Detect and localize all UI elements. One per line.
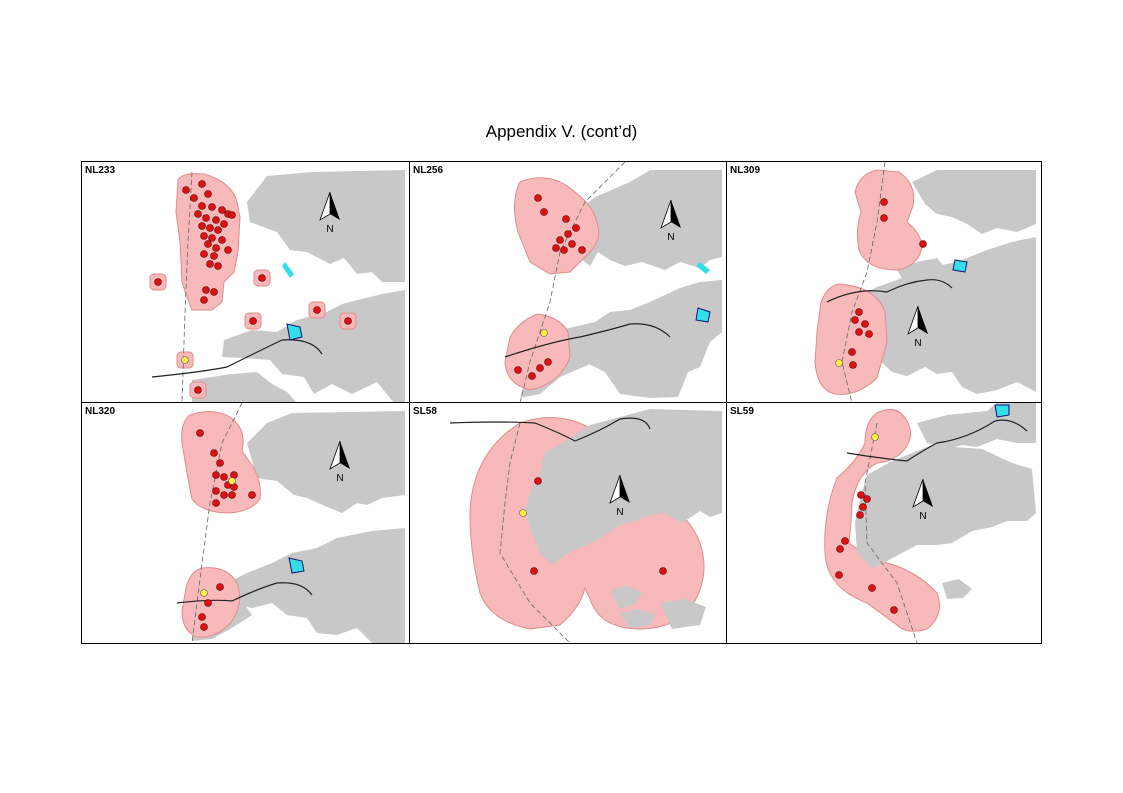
land-mass bbox=[222, 290, 405, 403]
panel-label: NL233 bbox=[85, 165, 116, 176]
location-points bbox=[835, 198, 927, 369]
boundary-line bbox=[504, 323, 671, 358]
range-polygon bbox=[814, 283, 888, 395]
svg-text:N: N bbox=[667, 232, 674, 243]
map-canvas: N bbox=[824, 403, 1036, 643]
map-canvas: N bbox=[504, 162, 722, 403]
panel-label: SL59 bbox=[730, 406, 754, 417]
land-mass bbox=[917, 403, 1036, 449]
map-panel-sl58[interactable]: SL58 N bbox=[410, 403, 727, 643]
map-grid: NL233 N bbox=[81, 161, 1042, 644]
boundary-line bbox=[499, 422, 571, 643]
page-title: Appendix V. (cont’d) bbox=[485, 122, 638, 141]
land-mass bbox=[620, 609, 656, 628]
land-mass bbox=[247, 411, 405, 513]
location-points bbox=[835, 433, 898, 614]
map-panel-nl233[interactable]: NL233 N bbox=[82, 162, 410, 403]
map-panel-nl320[interactable]: NL320 N bbox=[82, 403, 410, 643]
boundary-line bbox=[846, 419, 1028, 462]
north-arrow-icon: N bbox=[907, 305, 928, 349]
boundary-line bbox=[449, 417, 651, 442]
land-mass bbox=[912, 170, 1036, 234]
facility-marker bbox=[695, 307, 711, 323]
land-mass bbox=[560, 280, 722, 398]
map-panel-nl256[interactable]: NL256 bbox=[410, 162, 727, 403]
land-mass bbox=[660, 599, 706, 629]
map-canvas: N bbox=[814, 162, 1036, 403]
land-mass bbox=[610, 585, 642, 609]
facility-marker bbox=[696, 262, 710, 274]
map-canvas: N bbox=[149, 170, 405, 403]
svg-text:N: N bbox=[616, 507, 623, 518]
range-polygon bbox=[854, 169, 923, 271]
facility-marker bbox=[952, 259, 968, 273]
boundary-line bbox=[519, 162, 626, 403]
boundary-line bbox=[191, 403, 243, 643]
panel-label: NL309 bbox=[730, 165, 761, 176]
facility-marker bbox=[286, 323, 303, 341]
land-mass bbox=[857, 237, 1036, 394]
north-arrow-icon: N bbox=[660, 199, 681, 243]
location-points bbox=[154, 180, 352, 394]
range-polygon bbox=[514, 177, 600, 275]
range-polygon bbox=[504, 313, 571, 391]
boundary-line bbox=[864, 422, 918, 643]
land-mass bbox=[855, 445, 1036, 568]
map-panel-nl309[interactable]: NL309 N bbox=[727, 162, 1041, 403]
boundary-line bbox=[151, 339, 323, 378]
land-mass bbox=[570, 170, 722, 270]
land-mass bbox=[247, 170, 405, 282]
svg-text:N: N bbox=[919, 511, 926, 522]
north-arrow-icon: N bbox=[319, 191, 340, 235]
location-points bbox=[514, 194, 586, 380]
panel-label: NL256 bbox=[413, 165, 444, 176]
land-mass bbox=[942, 579, 972, 599]
range-polygon bbox=[824, 408, 940, 632]
land-mass bbox=[192, 372, 297, 403]
boundary-line bbox=[826, 279, 953, 303]
facility-marker bbox=[288, 557, 305, 574]
svg-text:N: N bbox=[326, 224, 333, 235]
facility-marker bbox=[282, 262, 294, 278]
land-mass bbox=[227, 528, 405, 643]
north-arrow-icon: N bbox=[609, 474, 630, 518]
facility-marker bbox=[994, 404, 1010, 418]
panel-label: NL320 bbox=[85, 406, 116, 417]
north-arrow-icon: N bbox=[329, 440, 350, 484]
map-canvas: N bbox=[449, 409, 722, 643]
map-panel-sl59[interactable]: SL59 N bbox=[727, 403, 1041, 643]
panel-label: SL58 bbox=[413, 406, 437, 417]
location-points bbox=[519, 477, 667, 575]
svg-text:N: N bbox=[336, 473, 343, 484]
map-canvas: N bbox=[176, 403, 405, 643]
location-points bbox=[196, 429, 256, 631]
north-arrow-icon: N bbox=[912, 478, 933, 522]
panel-divider bbox=[82, 402, 1041, 403]
svg-text:N: N bbox=[914, 338, 921, 349]
